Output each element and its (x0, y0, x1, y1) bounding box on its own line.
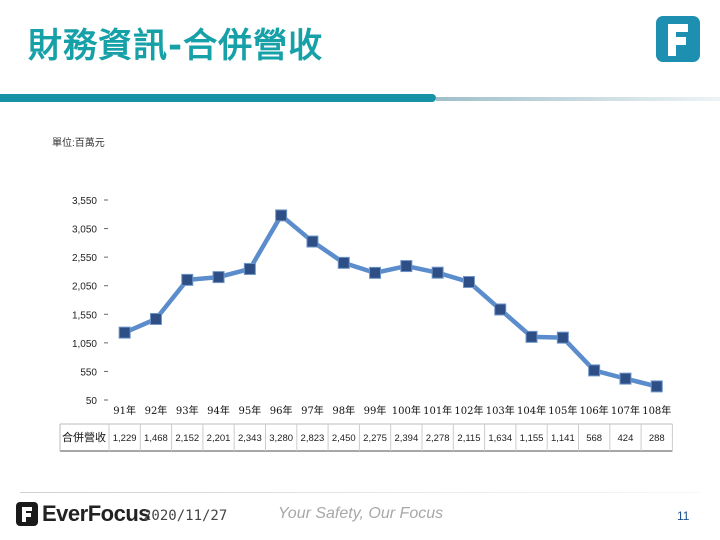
x-tick-label: 93年 (176, 404, 199, 417)
table-cell-value: 2,152 (175, 433, 199, 444)
data-point (556, 331, 569, 344)
data-point (149, 312, 162, 325)
y-tick-label: 1,550 (72, 310, 97, 321)
footer-logo: EverFocus (16, 501, 151, 526)
x-tick-label: 99年 (364, 404, 387, 417)
table-cell-value: 1,155 (520, 433, 544, 444)
x-tick-label: 95年 (238, 404, 261, 417)
chart-unit-label: 單位:百萬元 (52, 138, 105, 149)
data-point (494, 303, 507, 316)
series-line (122, 213, 659, 389)
data-point (306, 235, 319, 248)
table-cell-value: 2,201 (207, 433, 231, 444)
table-cell-value: 2,450 (332, 433, 356, 444)
data-point (212, 271, 225, 284)
x-tick-label: 101年 (423, 404, 452, 417)
f-logo-glyph (668, 24, 688, 56)
data-point (337, 256, 350, 269)
x-tick-label: 92年 (145, 404, 168, 417)
everfocus-f-logo-icon (16, 502, 38, 526)
data-point (650, 380, 663, 393)
x-tick-label: 108年 (642, 404, 671, 417)
table-cell-value: 288 (649, 433, 665, 444)
x-tick-label: 91年 (113, 404, 136, 417)
table-cell-value: 2,394 (394, 433, 418, 444)
data-point (118, 326, 131, 339)
footer-slogan: Your Safety, Our Focus (278, 505, 444, 522)
y-tick-label: 3,550 (72, 196, 97, 207)
footer-divider (20, 492, 700, 493)
y-tick-label: 1,050 (72, 339, 97, 350)
title-underline-bar (0, 94, 436, 102)
table-cell-value: 1,634 (488, 433, 512, 444)
table-cell-value: 2,278 (426, 433, 450, 444)
title-underline-fade (436, 97, 720, 101)
table-cell-value: 2,275 (363, 433, 387, 444)
table-cell-value: 1,468 (144, 433, 168, 444)
data-point (181, 273, 194, 286)
x-tick-label: 107年 (611, 404, 640, 417)
x-tick-label: 97年 (301, 404, 324, 417)
x-tick-label: 94年 (207, 404, 230, 417)
table-cell-value: 1,229 (113, 433, 137, 444)
table-cell-value: 568 (586, 433, 602, 444)
data-point (243, 262, 256, 275)
y-tick-label: 550 (80, 367, 97, 378)
footer-date: 2020/11/27 (143, 508, 228, 524)
table-cell-value: 2,343 (238, 433, 262, 444)
x-tick-label: 102年 (454, 404, 483, 417)
table-row-label: 合併營收 (62, 430, 106, 444)
data-point (431, 266, 444, 279)
x-tick-label: 105年 (548, 404, 577, 417)
everfocus-logo-icon (656, 16, 700, 62)
data-point (462, 276, 475, 288)
data-point (275, 209, 288, 222)
data-point (400, 260, 413, 273)
table-cell-value: 2,823 (301, 433, 325, 444)
revenue-line-chart: 3,550 3,050 2,550 2,050 1,550 1,050 550 50 91年 92… (59, 196, 673, 452)
data-point (619, 372, 632, 385)
table-cell-value: 424 (618, 433, 634, 444)
x-tick-label: 98年 (332, 404, 355, 417)
data-point (525, 330, 538, 343)
y-tick-label: 50 (86, 396, 98, 407)
y-tick-label: 2,550 (72, 253, 97, 264)
data-point (588, 364, 601, 377)
table-cell-value: 3,280 (269, 433, 293, 444)
footer-brand-name: EverFocus (42, 501, 151, 526)
x-tick-label: 103年 (486, 404, 515, 417)
table-cell-value: 1,141 (551, 433, 575, 444)
table-cell-value: 2,115 (457, 433, 480, 444)
x-tick-label: 104年 (517, 404, 546, 417)
x-tick-label: 96年 (270, 404, 293, 417)
page-title: 財務資訊-合併營收 (28, 26, 324, 66)
x-tick-label: 106年 (580, 404, 609, 417)
y-tick-label: 2,050 (72, 282, 97, 293)
data-point (369, 266, 382, 279)
page-number: 11 (677, 509, 690, 523)
x-tick-label: 100年 (392, 404, 421, 417)
y-tick-label: 3,050 (72, 225, 97, 236)
